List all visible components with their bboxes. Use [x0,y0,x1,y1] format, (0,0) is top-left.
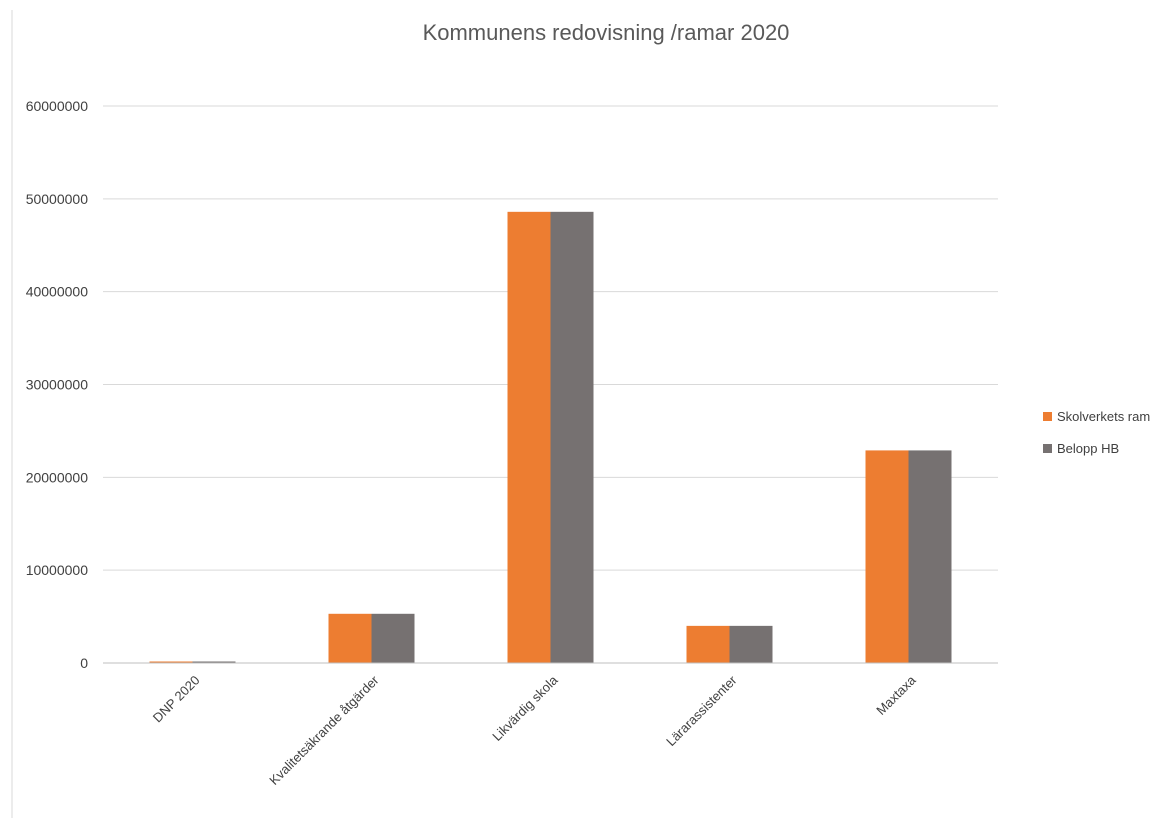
y-tick-label: 50000000 [26,191,89,207]
x-tick-label: Likvärdig skola [489,672,561,744]
legend-swatch [1043,444,1052,453]
chart-title: Kommunens redovisning /ramar 2020 [423,20,790,45]
x-tick-label: DNP 2020 [150,673,203,726]
legend-swatch [1043,412,1052,421]
x-axis-labels: DNP 2020 Kvalitetsäkrande åtgärder Likvärd… [150,672,919,788]
bar-skolverkets-ram-2 [507,211,551,663]
bars [149,211,952,663]
bar-skolverkets-ram-1 [328,613,372,663]
y-tick-label: 60000000 [26,98,89,114]
bar-skolverkets-ram-0 [149,661,193,663]
legend-label: Skolverkets ram [1057,409,1150,424]
bar-belopp-hb-0 [192,661,236,663]
bar-belopp-hb-2 [550,211,594,663]
y-tick-label: 30000000 [26,377,89,393]
y-tick-label: 0 [80,655,88,671]
bar-skolverkets-ram-3 [686,625,730,663]
x-tick-label: Kvalitetsäkrande åtgärder [266,672,382,788]
bar-skolverkets-ram-4 [865,450,909,663]
bar-belopp-hb-1 [371,613,415,663]
y-tick-label: 40000000 [26,284,89,300]
y-axis-ticks: 0 10000000 20000000 30000000 40000000 5000000… [26,98,89,671]
x-tick-label: Lärarassistenter [663,672,740,749]
legend-label: Belopp HB [1057,441,1119,456]
legend: Skolverkets ram Belopp HB [1043,409,1150,456]
x-tick-label: Maxtaxa [873,672,919,718]
bar-belopp-hb-4 [908,450,952,663]
y-tick-label: 10000000 [26,562,89,578]
y-tick-label: 20000000 [26,469,89,485]
bar-belopp-hb-3 [729,625,773,663]
